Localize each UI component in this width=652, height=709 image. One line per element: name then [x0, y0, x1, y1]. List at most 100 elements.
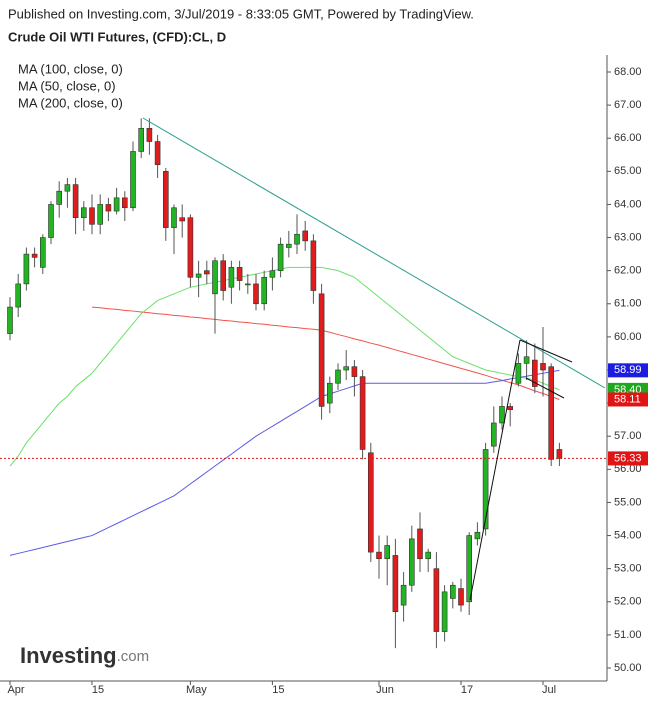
candle-body	[351, 366, 358, 377]
ma-line	[91, 306, 560, 400]
candle-body	[425, 551, 432, 560]
candle-body	[384, 545, 391, 560]
price-badge-label: 58.99	[614, 364, 642, 376]
candle-body	[449, 584, 456, 599]
y-tick-label: 53.00	[614, 563, 642, 575]
chart-title: Crude Oil WTI Futures, (CFD):CL, D	[8, 29, 226, 44]
candle-body	[220, 260, 226, 291]
legend-entry: MA (100, close, 0)	[18, 61, 123, 76]
candle-body	[228, 267, 235, 288]
flag-bottom	[525, 377, 565, 399]
candle-body	[195, 273, 202, 278]
candle-body	[261, 276, 268, 305]
y-tick-label: 64.00	[614, 198, 642, 210]
candle-body	[540, 363, 546, 371]
y-tick-label: 55.00	[614, 496, 642, 508]
price-badge	[608, 451, 648, 466]
candle-body	[515, 363, 522, 384]
logo-suffix: .com	[117, 648, 150, 665]
candle-body	[236, 267, 243, 281]
candle-body	[531, 359, 538, 387]
candle-body	[417, 528, 423, 560]
candle-body	[130, 151, 136, 209]
candle-body	[48, 204, 54, 238]
candle-body	[310, 240, 317, 291]
candle-body	[376, 551, 382, 560]
candle-body	[441, 591, 448, 632]
candle-body	[179, 217, 185, 222]
price-badge-label: 56.33	[614, 452, 642, 464]
candle-body	[367, 452, 374, 553]
candle-body	[277, 243, 284, 271]
ma-line	[9, 369, 560, 556]
candle-body	[466, 535, 473, 603]
candle-body	[105, 204, 112, 212]
y-tick-label: 65.00	[614, 165, 642, 177]
candle-body	[318, 293, 325, 407]
candle-body	[23, 253, 30, 285]
candle-body	[39, 237, 46, 268]
candle-body	[72, 184, 79, 218]
y-tick-label: 66.00	[614, 132, 642, 144]
candle-body	[507, 406, 514, 411]
candle-body	[15, 283, 21, 308]
legend-entry: MA (50, close, 0)	[18, 78, 116, 93]
y-tick-label: 62.00	[614, 265, 642, 277]
y-tick-label: 50.00	[614, 662, 642, 674]
candle-body	[458, 588, 464, 606]
candle-body	[335, 369, 341, 384]
y-tick-label: 54.00	[614, 529, 642, 541]
candle-body	[269, 270, 276, 278]
x-tick-label: 15	[272, 684, 284, 696]
x-tick-label: Apr	[7, 684, 24, 696]
y-tick-label: 67.00	[614, 99, 642, 111]
candle-body	[204, 270, 210, 275]
candle-body	[400, 584, 407, 606]
candle-body	[433, 568, 440, 632]
x-tick-label: Jun	[376, 684, 394, 696]
candle-body	[326, 382, 333, 404]
candle-body	[548, 366, 555, 460]
candle-body	[163, 171, 169, 228]
price-badge-label: 58.11	[614, 393, 641, 405]
candle-body	[343, 366, 350, 371]
x-tick-label: 15	[92, 684, 104, 696]
y-tick-label: 52.00	[614, 596, 642, 608]
candle-body	[408, 538, 415, 586]
candle-body	[499, 406, 505, 424]
logo-name: Investing	[20, 643, 117, 668]
price-badge	[608, 363, 648, 378]
candle-body	[490, 422, 497, 447]
candle-body	[89, 207, 95, 225]
price-badge	[608, 392, 648, 407]
candle-body	[113, 197, 120, 212]
logo: Investing.com	[20, 643, 149, 668]
y-tick-label: 68.00	[614, 66, 642, 78]
x-tick-label: Jul	[542, 684, 556, 696]
candle-body	[122, 197, 128, 209]
y-tick-label: 56.00	[614, 463, 642, 475]
candle-body	[146, 127, 153, 142]
candle-body	[56, 190, 63, 205]
y-tick-label: 61.00	[614, 298, 642, 310]
candle-body	[81, 207, 87, 218]
candle-body	[138, 127, 144, 152]
candle-body	[212, 260, 218, 295]
candle-body	[171, 207, 177, 228]
header: Published on Investing.com, 3/Jul/2019 -…	[8, 6, 474, 21]
candle-body	[97, 204, 103, 225]
candle-body	[245, 283, 251, 286]
candle-body	[31, 253, 38, 258]
candle-body	[302, 230, 309, 242]
candle-body	[187, 217, 194, 278]
flag-pole	[469, 339, 521, 601]
candle-body	[154, 141, 161, 166]
y-tick-label: 63.00	[614, 231, 642, 243]
ma-line	[9, 266, 560, 467]
candle-body	[482, 449, 489, 530]
y-tick-label: 57.00	[614, 430, 642, 442]
flag-top	[519, 339, 573, 363]
candle-body	[392, 555, 399, 613]
candle-body	[285, 243, 292, 248]
